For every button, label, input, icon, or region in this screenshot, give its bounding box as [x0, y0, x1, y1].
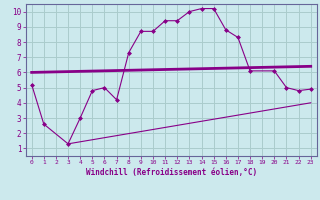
X-axis label: Windchill (Refroidissement éolien,°C): Windchill (Refroidissement éolien,°C)	[86, 168, 257, 177]
